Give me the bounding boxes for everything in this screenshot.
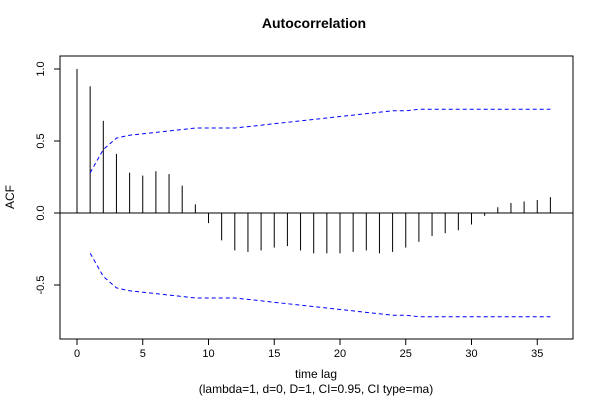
y-tick-label: 0.0 (35, 205, 47, 220)
ci-upper-line (89, 108, 551, 173)
x-axis: 0 5 10 15 20 25 30 35 (74, 338, 543, 360)
ci-lower-line (89, 253, 551, 318)
acf-bars (60, 69, 573, 254)
x-tick-label: 20 (334, 348, 346, 360)
x-tick-label: 0 (74, 348, 80, 360)
x-tick-label: 35 (531, 348, 543, 360)
x-tick-label: 30 (465, 348, 477, 360)
x-tick-label: 15 (268, 348, 280, 360)
x-axis-label: time lag (295, 367, 337, 381)
confidence-bands (89, 108, 551, 318)
x-tick-label: 25 (400, 348, 412, 360)
chart-title: Autocorrelation (262, 15, 366, 31)
x-tick-label: 10 (202, 348, 214, 360)
chart-subtitle: (lambda=1, d=0, D=1, CI=0.95, CI type=ma… (199, 382, 433, 396)
y-tick-label: 1.0 (35, 61, 47, 76)
x-tick-label: 5 (140, 348, 146, 360)
plot-frame (59, 55, 574, 340)
y-tick-label: -0.5 (35, 276, 47, 295)
y-tick-label: 0.5 (35, 133, 47, 148)
y-axis: 1.0 0.5 0.0 -0.5 (35, 61, 61, 295)
y-axis-label: ACF (3, 185, 17, 209)
